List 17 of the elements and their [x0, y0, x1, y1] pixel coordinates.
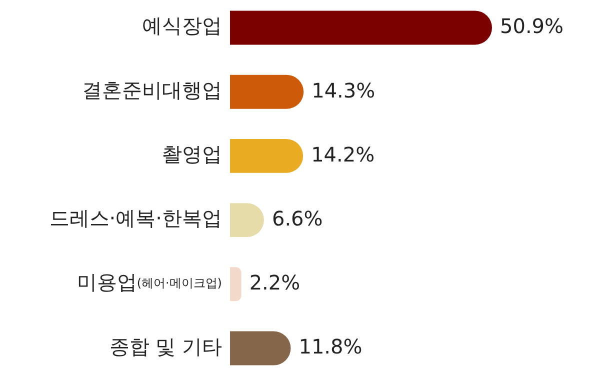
- y-tick-label: 드레스·예복·한복업: [49, 206, 222, 231]
- bar: [230, 74, 304, 109]
- data-label: 2.2%: [249, 270, 300, 295]
- bar: [230, 331, 291, 366]
- bar: [230, 10, 492, 45]
- data-label: 11.8%: [298, 334, 362, 359]
- bar: [230, 138, 304, 173]
- data-label: 50.9%: [500, 14, 564, 38]
- y-tick-label: 결혼준비대행업: [82, 78, 222, 102]
- y-tick-label: 촬영업: [162, 142, 222, 166]
- y-tick-label: 미용업(헤어·메이크업): [76, 270, 222, 295]
- data-label: 14.2%: [311, 142, 375, 166]
- y-tick-label: 종합 및 기타: [109, 334, 222, 359]
- y-tick-label: 예식장업: [142, 14, 222, 38]
- data-label: 6.6%: [272, 206, 323, 231]
- bar: [230, 267, 242, 302]
- data-label: 14.3%: [312, 78, 376, 102]
